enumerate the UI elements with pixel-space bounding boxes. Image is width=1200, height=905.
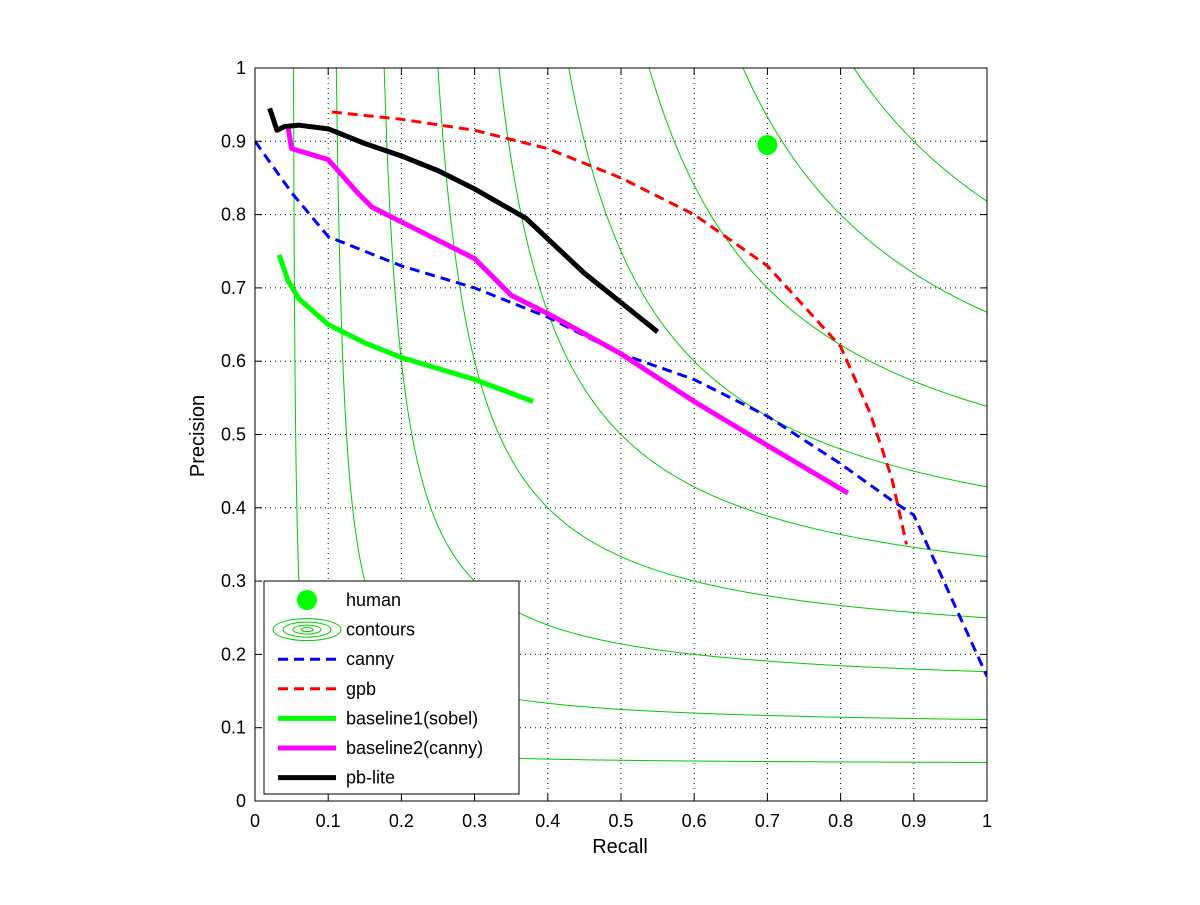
contour-line: [568, 68, 987, 488]
legend-label-canny: canny: [346, 649, 394, 669]
contour-line: [383, 68, 987, 673]
x-tick-label: 0.5: [608, 811, 633, 831]
y-tick-label: 0.5: [221, 425, 246, 445]
y-tick-label: 0.8: [221, 205, 246, 225]
x-tick-label: 0.1: [316, 811, 341, 831]
legend-label-pb-lite: pb-lite: [346, 768, 395, 788]
y-tick-label: 1: [236, 58, 246, 78]
legend-contours-marker: [272, 618, 342, 642]
x-tick-label: 0.6: [682, 811, 707, 831]
x-tick-label: 0.9: [901, 811, 926, 831]
y-axis-label: Precision: [187, 395, 209, 477]
x-tick-label: 0.2: [389, 811, 414, 831]
y-tick-label: 0.9: [221, 131, 246, 151]
legend-label-baseline2-canny-: baseline2(canny): [346, 738, 483, 758]
series-line-gpb: [331, 110, 908, 545]
contour-line: [498, 68, 987, 558]
human-point-layer: [757, 134, 778, 155]
legend-label-contours: contours: [346, 620, 415, 640]
legend-human-marker: [297, 590, 317, 610]
legend-box: [263, 580, 520, 795]
y-tick-label: 0.6: [221, 351, 246, 371]
human-point: [757, 134, 778, 155]
y-tick-label: 0.7: [221, 278, 246, 298]
y-tick-label: 0.4: [221, 498, 246, 518]
y-tick-label: 0.2: [221, 644, 246, 664]
x-tick-label: 0.3: [462, 811, 487, 831]
contour-line: [853, 68, 987, 202]
y-tick-label: 0: [236, 791, 246, 811]
x-tick-label: 0: [250, 811, 260, 831]
series-lines: [255, 107, 987, 678]
series-line-baseline1-sobel-: [276, 254, 535, 404]
legend-label-baseline1-sobel-: baseline1(sobel): [346, 708, 478, 728]
legend-contours-marker: [292, 624, 322, 635]
x-tick-label: 0.8: [828, 811, 853, 831]
x-tick-label: 0.7: [755, 811, 780, 831]
series-line-baseline2-canny-: [285, 126, 850, 496]
x-axis-label: Recall: [592, 836, 648, 858]
contour-line: [648, 68, 987, 407]
contour-line: [742, 68, 987, 313]
legend-contours-marker: [300, 627, 314, 633]
legend-label-gpb: gpb: [346, 679, 376, 699]
contour-line: [437, 68, 987, 619]
x-tick-label: 0.4: [535, 811, 560, 831]
legend: human contours canny gpb baseline1(sobel) bas…: [263, 580, 520, 795]
legend-contours-marker: [282, 621, 332, 638]
legend-label-human: human: [346, 590, 401, 610]
y-tick-label: 0.1: [221, 718, 246, 738]
series-line-pb-lite: [267, 107, 660, 334]
y-tick-label: 0.3: [221, 571, 246, 591]
axis-ticks: 0 0.1 0.2 0.3 0.4 0.5 0.6 0.7 0.8 0.9 1 0 0.1 0.2 0.3 0…: [221, 58, 992, 831]
x-tick-label: 1: [982, 811, 992, 831]
